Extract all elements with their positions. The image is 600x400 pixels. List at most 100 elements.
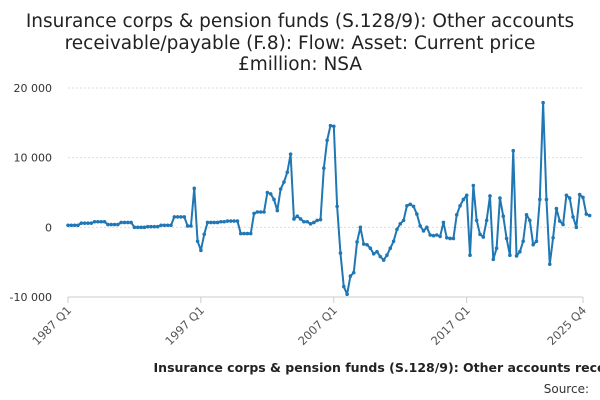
data-point [192, 186, 197, 191]
gridlines [68, 87, 583, 298]
data-point [458, 203, 462, 208]
data-point [544, 197, 549, 202]
data-point [371, 252, 376, 256]
data-point [401, 218, 406, 223]
data-point [102, 219, 107, 224]
data-point [381, 258, 386, 262]
data-point [395, 227, 399, 232]
data-point [348, 274, 353, 278]
data-point [488, 194, 492, 198]
data-point [528, 218, 532, 223]
data-point [341, 284, 346, 289]
data-point [444, 235, 449, 240]
data-point [501, 214, 506, 218]
data-point [175, 215, 180, 219]
data-point [425, 225, 429, 230]
data-point [106, 222, 110, 227]
data-point [129, 220, 133, 225]
data-point [258, 210, 263, 214]
data-point [454, 212, 459, 217]
data-point [66, 223, 70, 228]
data-point [338, 251, 343, 255]
data-point [262, 210, 266, 214]
data-point [305, 219, 310, 224]
data-point [202, 232, 207, 237]
data-point [378, 254, 383, 259]
data-point [242, 231, 246, 236]
data-point [116, 222, 120, 227]
data-point [358, 225, 363, 230]
data-point [109, 222, 113, 227]
data-point [368, 246, 373, 251]
data-point [229, 219, 233, 223]
data-point [561, 222, 565, 227]
data-point [225, 219, 230, 223]
data-point [215, 220, 220, 225]
data-point [232, 219, 236, 223]
x-axis: 1987 Q1 1997 Q1 2007 Q1 2017 Q1 2025 Q4 [29, 296, 589, 348]
data-point [375, 249, 379, 254]
data-point [79, 221, 84, 225]
data-point [82, 221, 87, 225]
data-point [159, 223, 163, 228]
x-tick-label: 2025 Q4 [544, 303, 589, 348]
data-point [415, 212, 419, 216]
data-point [165, 223, 170, 228]
data-point [155, 224, 160, 229]
data-point [494, 246, 499, 251]
data-point [205, 220, 210, 225]
data-point [411, 204, 416, 209]
data-point [408, 202, 413, 207]
data-point [421, 229, 426, 233]
data-point [292, 217, 296, 221]
data-point [511, 148, 516, 153]
series-line [68, 101, 591, 296]
data-point [189, 224, 193, 228]
data-point [298, 217, 303, 221]
data-point [468, 253, 472, 257]
data-point [441, 220, 446, 225]
data-point [76, 223, 80, 228]
data-point [209, 220, 213, 225]
data-point [418, 224, 422, 228]
data-point [448, 236, 452, 241]
data-point [584, 212, 589, 216]
data-point [464, 193, 469, 198]
data-point [498, 196, 502, 200]
data-point [72, 223, 77, 228]
data-point [551, 235, 555, 240]
series-layer [66, 100, 592, 297]
footer-series-label: Insurance corps & pension funds (S.128/9… [154, 360, 600, 375]
data-point [431, 233, 436, 238]
data-point [252, 211, 256, 216]
data-point [461, 197, 466, 202]
data-point [577, 192, 582, 197]
data-point [538, 197, 542, 202]
data-point [185, 224, 190, 228]
data-point [471, 183, 476, 188]
data-point [514, 254, 519, 258]
data-point [235, 219, 240, 223]
x-tick-label: 2007 Q1 [295, 303, 340, 348]
x-tick-label: 2017 Q1 [428, 303, 473, 348]
data-point [567, 196, 572, 200]
data-point [89, 221, 94, 225]
data-point [312, 220, 316, 225]
data-point [554, 206, 559, 211]
data-point [308, 222, 313, 226]
data-point [571, 215, 575, 219]
data-point [145, 224, 150, 229]
data-point [132, 225, 137, 230]
data-point [318, 217, 323, 222]
data-point [179, 215, 183, 219]
data-point [428, 233, 432, 237]
data-point [361, 242, 366, 246]
chart-title-line-2: receivable/payable (F.8): Flow: Asset: C… [65, 33, 536, 54]
data-point [272, 197, 276, 202]
data-point [481, 235, 486, 239]
data-point [135, 225, 140, 230]
data-point [99, 219, 104, 224]
data-point [238, 231, 243, 236]
